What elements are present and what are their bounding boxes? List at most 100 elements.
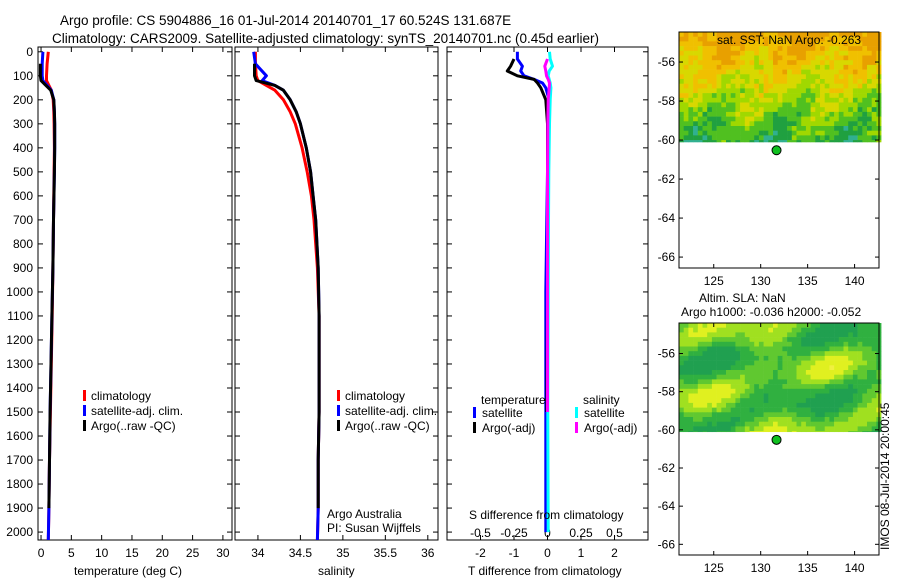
map-cell bbox=[848, 421, 854, 427]
map-cell bbox=[763, 140, 769, 143]
map-cell bbox=[744, 431, 750, 433]
map-cell bbox=[754, 140, 760, 143]
map-cell bbox=[777, 130, 783, 136]
map-cell bbox=[843, 32, 849, 37]
map-cell bbox=[824, 50, 830, 56]
map-cell bbox=[810, 384, 816, 390]
map-cell bbox=[787, 126, 793, 131]
map-cell bbox=[815, 107, 821, 113]
map-cell bbox=[721, 55, 727, 61]
map-cell bbox=[763, 417, 769, 422]
map-cell bbox=[726, 102, 731, 108]
map-cell bbox=[815, 41, 821, 47]
map-cell bbox=[763, 111, 769, 117]
map-cell bbox=[758, 421, 764, 427]
map-cell bbox=[740, 88, 746, 94]
map-cell bbox=[796, 107, 802, 113]
map-cell bbox=[857, 379, 863, 385]
map-cell bbox=[716, 88, 722, 94]
map-cell bbox=[852, 398, 858, 404]
map-cell bbox=[721, 402, 727, 408]
map-cell bbox=[702, 60, 708, 66]
map-cell bbox=[697, 417, 703, 422]
map-cell bbox=[824, 412, 830, 418]
y-tick-label: 1900 bbox=[6, 501, 33, 515]
map-cell bbox=[834, 97, 840, 103]
map-cell bbox=[838, 79, 844, 84]
map-cell bbox=[810, 393, 816, 399]
map-cell bbox=[726, 421, 731, 427]
map-cell bbox=[735, 323, 741, 328]
map-cell bbox=[735, 135, 741, 141]
map-cell bbox=[749, 426, 755, 432]
map-cell bbox=[871, 88, 877, 94]
map-cell bbox=[773, 365, 778, 371]
map-cell bbox=[758, 126, 764, 131]
map-cell bbox=[824, 111, 830, 117]
map-cell bbox=[735, 337, 741, 343]
map-cell bbox=[829, 130, 835, 136]
map-cell bbox=[735, 421, 741, 427]
map-cell bbox=[697, 388, 703, 394]
map-cell bbox=[683, 116, 689, 122]
map-cell bbox=[711, 323, 717, 328]
map-cell bbox=[693, 365, 699, 371]
map-cell bbox=[683, 323, 689, 328]
map-cell bbox=[782, 431, 788, 433]
map-cell bbox=[820, 412, 825, 418]
map-cell bbox=[852, 417, 858, 422]
map-cell bbox=[820, 69, 825, 75]
map-cell bbox=[754, 388, 760, 394]
map-cell bbox=[730, 351, 736, 357]
map-cell bbox=[683, 60, 689, 66]
map-cell bbox=[697, 402, 703, 408]
map-cell bbox=[867, 360, 872, 366]
map-cell bbox=[693, 341, 699, 347]
map-cell bbox=[702, 323, 708, 328]
map-cell bbox=[805, 130, 811, 136]
map-cell bbox=[693, 64, 699, 70]
map-cell bbox=[721, 79, 727, 84]
map-cell bbox=[782, 107, 788, 113]
map-cell bbox=[796, 370, 802, 375]
map-cell bbox=[754, 69, 760, 75]
map-cell bbox=[829, 64, 835, 70]
map-cell bbox=[711, 355, 717, 361]
map-cell bbox=[726, 83, 731, 89]
map-cell bbox=[697, 355, 703, 361]
map-cell bbox=[834, 93, 840, 99]
map-cell bbox=[805, 50, 811, 56]
map-cell bbox=[773, 332, 778, 338]
map-cell bbox=[721, 135, 727, 141]
map-cell bbox=[791, 327, 797, 333]
map-cell bbox=[735, 398, 741, 404]
map-cell bbox=[787, 323, 793, 328]
y-tick-label: 1200 bbox=[6, 333, 33, 347]
map-cell bbox=[871, 41, 877, 47]
map-cell bbox=[707, 107, 713, 113]
map-cell bbox=[848, 55, 854, 61]
map-cell bbox=[834, 426, 840, 432]
map-cell bbox=[824, 341, 830, 347]
map-cell bbox=[862, 355, 868, 361]
map-cell bbox=[697, 41, 703, 47]
map-cell bbox=[848, 102, 854, 108]
map-cell bbox=[707, 332, 713, 338]
temperature-panel: 0 5 10 15 20 25 300100200300400500600700800900… bbox=[6, 45, 233, 560]
map-cell bbox=[843, 36, 849, 42]
map-cell bbox=[857, 341, 863, 347]
map-cell bbox=[848, 374, 854, 380]
map-cell bbox=[820, 421, 825, 427]
x-tick-label: 130 bbox=[751, 274, 771, 288]
map-cell bbox=[716, 351, 722, 357]
map-cell bbox=[838, 407, 844, 413]
map-cell bbox=[679, 55, 684, 61]
map-cell bbox=[730, 83, 736, 89]
map-cell bbox=[735, 60, 741, 66]
map-cell bbox=[805, 102, 811, 108]
map-cell bbox=[791, 88, 797, 94]
map-cell bbox=[697, 74, 703, 80]
map-cell bbox=[777, 370, 783, 375]
legend-label: Argo(..raw -QC) bbox=[91, 419, 176, 433]
map-cell bbox=[810, 102, 816, 108]
